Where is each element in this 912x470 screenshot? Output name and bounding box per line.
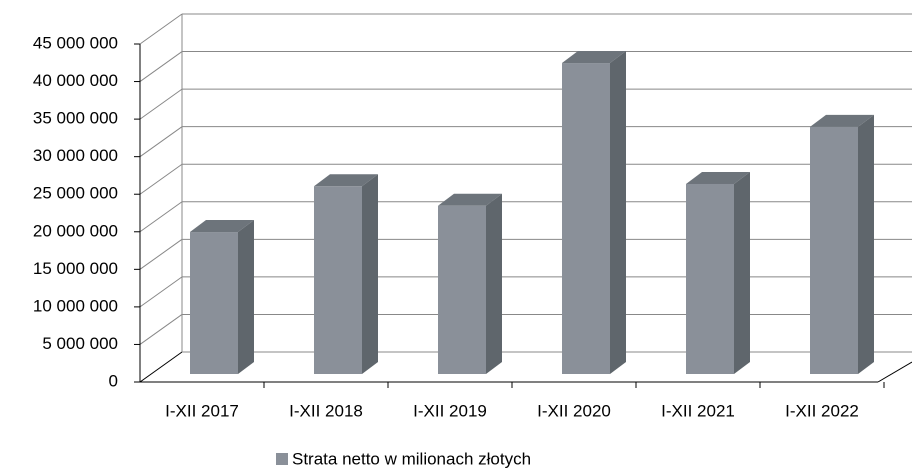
grid-line: [139, 314, 183, 345]
y-tick-label: 25 000 000: [33, 184, 118, 203]
y-tick-label: 15 000 000: [33, 259, 118, 278]
x-tick-label: I-XII 2017: [165, 401, 239, 420]
y-tick-label: 35 000 000: [33, 109, 118, 128]
bar-side: [486, 193, 502, 374]
x-tick-label: I-XII 2018: [289, 401, 363, 420]
bar: [314, 186, 362, 374]
bar: [810, 126, 858, 374]
bar-side: [734, 171, 750, 374]
legend-swatch: [276, 453, 288, 465]
bar-top: [562, 51, 626, 64]
bar-top: [686, 171, 750, 184]
grid-line: [139, 88, 183, 120]
floor: [139, 351, 183, 383]
x-tick-label: I-XII 2019: [413, 401, 487, 420]
bar-top: [438, 193, 502, 206]
y-tick-label: 45 000 000: [33, 33, 118, 52]
y-tick-label: 30 000 000: [33, 146, 118, 165]
y-tick-label: 0: [109, 371, 118, 390]
bar: [438, 205, 486, 374]
y-tick-label: 10 000 000: [33, 296, 118, 315]
y-tick-label: 5 000 000: [42, 334, 118, 353]
grid-line: [139, 126, 183, 158]
grid-line: [139, 201, 183, 233]
grid-line: [139, 163, 183, 195]
bar: [562, 63, 610, 374]
grid-line: [139, 51, 183, 82]
x-tick-label: I-XII 2021: [661, 401, 735, 420]
x-tick-label: I-XII 2020: [537, 401, 611, 420]
y-tick-label: 20 000 000: [33, 221, 118, 240]
bar-top: [810, 114, 874, 127]
bar-side: [858, 114, 874, 374]
legend-label: Strata netto w milionach złotych: [292, 449, 531, 468]
bar-side: [362, 174, 378, 374]
grid-line: [139, 13, 183, 45]
bar: [686, 183, 734, 374]
bar-side: [238, 220, 254, 374]
bar-top: [190, 220, 254, 233]
x-tick-label: I-XII 2022: [785, 401, 859, 420]
bar: [190, 232, 238, 374]
bar-top: [314, 174, 378, 187]
grid-line: [139, 238, 183, 270]
grid-line: [139, 276, 183, 308]
bar-side: [610, 51, 626, 374]
floor: [877, 361, 912, 383]
y-tick-label: 40 000 000: [33, 71, 118, 90]
